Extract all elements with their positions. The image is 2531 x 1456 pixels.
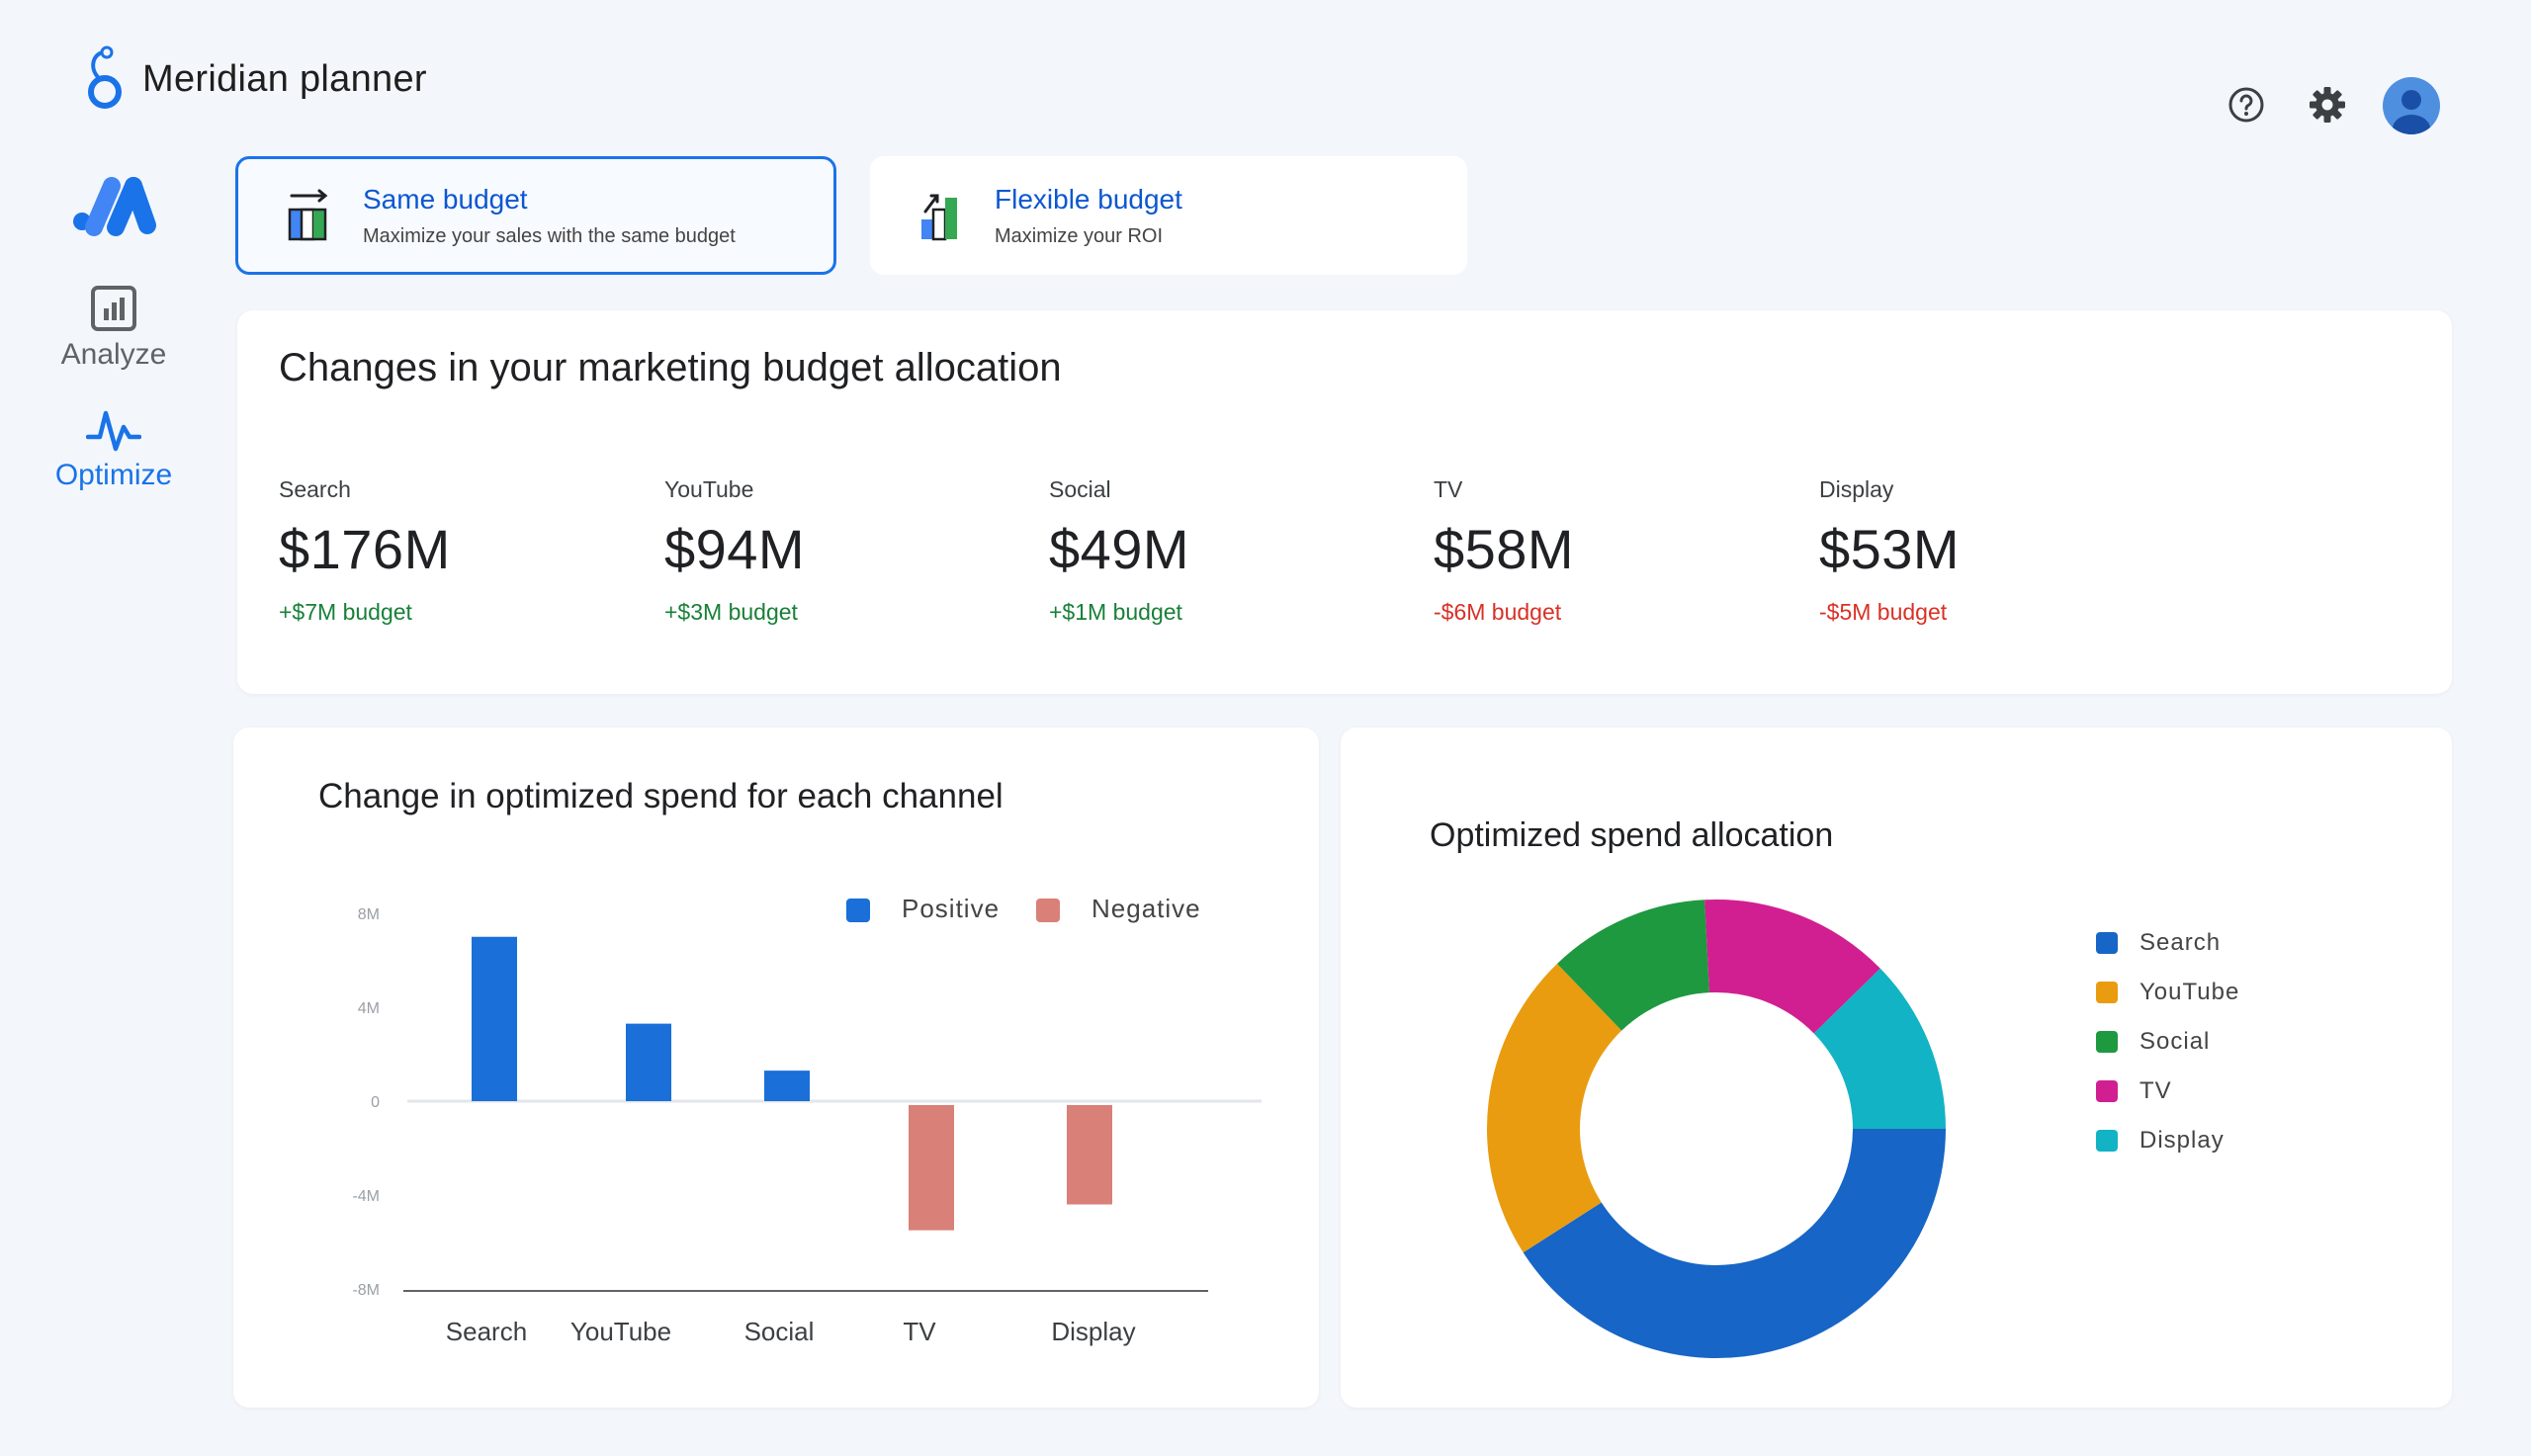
channel-delta: -$6M budget	[1434, 599, 1562, 625]
help-circle-icon	[2228, 87, 2264, 123]
channel-amount: $49M	[1049, 518, 1190, 580]
donut-chart-title: Optimized spend allocation	[1430, 816, 1834, 854]
settings-button[interactable]	[2302, 79, 2353, 130]
channel-summary-display: Display $53M -$5M budget	[1819, 476, 2175, 626]
app-title: Meridian planner	[142, 57, 427, 100]
spend-allocation-chart-panel: Optimized spend allocation Search YouTube…	[1341, 728, 2452, 1408]
same-budget-option[interactable]: Same budget Maximize your sales with the…	[235, 156, 836, 275]
bar-youtube[interactable]	[626, 1023, 671, 1101]
bar-chart-box-icon	[91, 286, 136, 331]
channel-delta: +$3M budget	[664, 599, 798, 625]
legend-label: TV	[2139, 1077, 2172, 1104]
channel-delta: -$5M budget	[1819, 599, 1948, 625]
donut-slice-display[interactable]	[1813, 968, 1946, 1129]
channel-name: YouTube	[664, 476, 754, 502]
legend-swatch	[2096, 1130, 2118, 1152]
bar-display[interactable]	[1067, 1105, 1112, 1205]
legend-swatch	[2096, 1031, 2118, 1053]
channel-delta: +$7M budget	[279, 599, 412, 625]
legend-label: Social	[2139, 1028, 2211, 1055]
app-brand: Meridian planner	[79, 40, 427, 119]
channel-amount: $58M	[1434, 518, 1575, 580]
channel-summary-social: Social $49M +$1M budget	[1049, 476, 1405, 626]
sidebar-item-label: Analyze	[60, 338, 167, 371]
bar-social[interactable]	[764, 1071, 810, 1101]
channel-name: Search	[279, 476, 351, 502]
legend-swatch	[2096, 1080, 2118, 1102]
legend-positive-label: Positive	[902, 894, 1000, 923]
channel-summary-tv: TV $58M -$6M budget	[1434, 476, 1789, 626]
legend-item-social: Social	[2096, 1028, 2239, 1056]
channel-name: TV	[1434, 476, 1463, 502]
legend-item-display: Display	[2096, 1127, 2239, 1155]
legend-negative-swatch	[1036, 899, 1060, 922]
y-tick-label: 0	[371, 1094, 380, 1111]
donut-slice-search[interactable]	[1523, 1129, 1946, 1358]
x-tick-label: Social	[744, 1317, 815, 1346]
channel-amount: $94M	[664, 518, 806, 580]
channel-amount: $176M	[279, 518, 451, 580]
legend-positive-swatch	[846, 899, 870, 922]
sidebar-item-analyze[interactable]: Analyze	[40, 285, 188, 372]
donut-legend: Search YouTube Social TV Display	[2096, 929, 2239, 1155]
flexible-budget-icon	[921, 194, 957, 241]
donut-chart	[1487, 899, 1946, 1358]
legend-item-search: Search	[2096, 929, 2239, 957]
budget-allocation-summary: Changes in your marketing budget allocat…	[237, 310, 2452, 694]
y-tick-label: 8M	[358, 906, 380, 923]
pulse-line-icon	[86, 410, 141, 452]
spend-change-chart-panel: Change in optimized spend for each chann…	[233, 728, 1319, 1408]
legend-item-youtube: YouTube	[2096, 979, 2239, 1006]
legend-swatch	[2096, 982, 2118, 1003]
channel-name: Display	[1819, 476, 1894, 502]
account-avatar-icon	[2393, 90, 2430, 134]
channel-delta: +$1M budget	[1049, 599, 1182, 625]
help-button[interactable]	[2221, 79, 2272, 130]
flexible-budget-option[interactable]: Flexible budget Maximize your ROI	[870, 156, 1467, 275]
option-title: Flexible budget	[995, 183, 1182, 214]
channel-summary-youtube: YouTube $94M +$3M budget	[664, 476, 1020, 626]
sidebar-item-optimize[interactable]: Optimize	[40, 407, 188, 492]
option-title: Same budget	[363, 183, 528, 214]
meridian-logo-icon	[73, 177, 156, 236]
bar-search[interactable]	[472, 936, 517, 1101]
bar-chart-title: Change in optimized spend for each chann…	[318, 777, 1004, 815]
bar-tv[interactable]	[909, 1105, 954, 1231]
legend-label: Search	[2139, 929, 2222, 956]
y-tick-label: 4M	[358, 1000, 380, 1017]
legend-label: Display	[2139, 1127, 2225, 1154]
gear-icon	[2310, 87, 2345, 123]
y-tick-label: -8M	[352, 1282, 380, 1299]
channel-summary-search: Search $176M +$7M budget	[279, 476, 635, 626]
y-tick-label: -4M	[352, 1188, 380, 1205]
bar-chart: 8M 4M 0 -4M -8M Search YouTube Social TV Display P…	[352, 894, 1262, 1346]
summary-title: Changes in your marketing budget allocat…	[279, 346, 1062, 389]
x-tick-label: YouTube	[570, 1317, 671, 1346]
donut-slice-youtube[interactable]	[1487, 963, 1622, 1253]
option-subtitle: Maximize your sales with the same budget	[363, 224, 736, 247]
option-subtitle: Maximize your ROI	[995, 224, 1164, 247]
donut-slice-tv[interactable]	[1704, 899, 1880, 1034]
channel-name: Social	[1049, 476, 1111, 502]
donut-slice-social[interactable]	[1556, 899, 1709, 1031]
x-tick-label: Search	[446, 1317, 527, 1346]
sidebar-item-label: Optimize	[54, 459, 173, 491]
legend-swatch	[2096, 932, 2118, 954]
channel-amount: $53M	[1819, 518, 1961, 580]
x-tick-label: TV	[903, 1317, 936, 1346]
sidebar-home[interactable]	[40, 170, 188, 239]
same-budget-icon	[288, 189, 328, 241]
legend-item-tv: TV	[2096, 1077, 2239, 1105]
legend-label: YouTube	[2139, 979, 2240, 1005]
legend-negative-label: Negative	[1091, 894, 1201, 923]
meridian-brand-icon	[88, 45, 122, 109]
x-tick-label: Display	[1051, 1317, 1135, 1346]
account-avatar[interactable]	[2383, 77, 2440, 134]
